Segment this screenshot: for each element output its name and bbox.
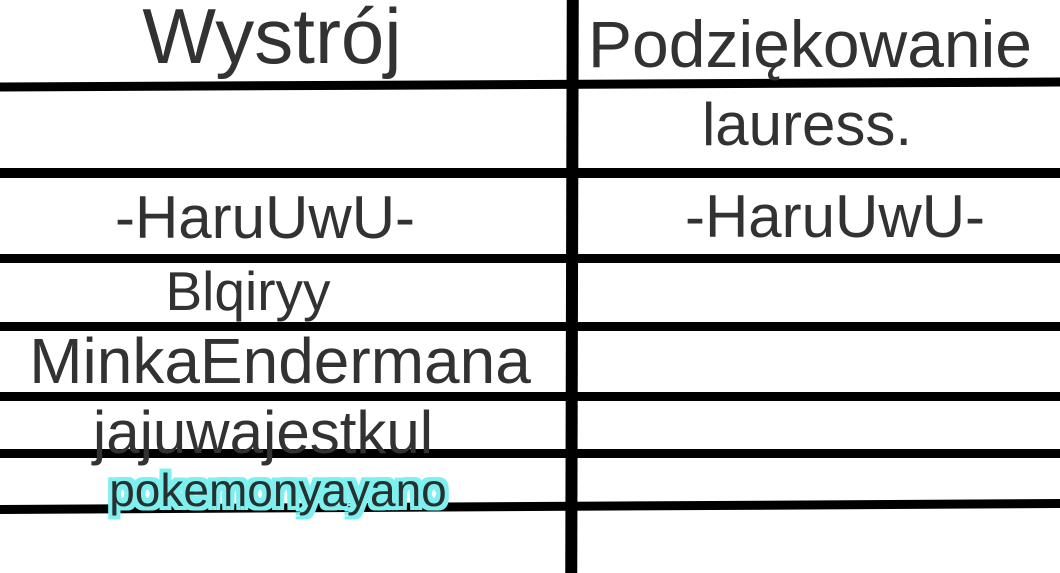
horizontal-grid-line (0, 254, 1060, 263)
cell-haruuwu-left: -HaruUwU- (115, 184, 415, 251)
column-divider-line (565, 0, 579, 573)
column-header-podziekowanie: Podziękowanie (588, 7, 1032, 81)
horizontal-grid-line (0, 168, 1060, 178)
cell-lauress: lauress. (701, 91, 913, 158)
cell-pokemonyayano: pokemonyayano (109, 464, 447, 516)
horizontal-grid-line (0, 322, 1060, 331)
horizontal-grid-line (0, 449, 1060, 458)
cell-minkaendermana: MinkaEndermana (29, 325, 531, 397)
cell-jajuwajestkul: jajuwajestkul (92, 399, 434, 466)
cell-blqiryy: Blqiryy (165, 260, 331, 322)
cell-haruuwu-right: -HaruUwU- (685, 183, 985, 250)
horizontal-grid-line (0, 392, 1060, 401)
column-header-wystroj: Wystrój (142, 0, 402, 80)
